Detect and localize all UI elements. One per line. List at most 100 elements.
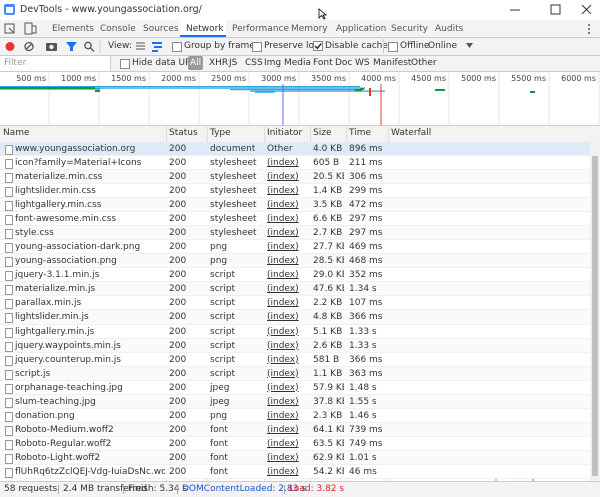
row-background[interactable]	[0, 436, 590, 451]
file-icon	[5, 145, 13, 155]
cell[interactable]: (index)	[267, 452, 299, 463]
row-background[interactable]	[0, 324, 590, 339]
preserve-log-checkbox[interactable]	[252, 42, 262, 52]
type-filter[interactable]: CSS	[245, 58, 263, 68]
type-filter[interactable]: All	[188, 56, 204, 70]
cell[interactable]: (index)	[267, 368, 299, 379]
row-background[interactable]	[0, 184, 590, 199]
column-header[interactable]: Time	[349, 128, 372, 138]
type-filter[interactable]: Manifest	[373, 58, 412, 68]
cell[interactable]: (index)	[267, 438, 299, 449]
row-background[interactable]	[0, 296, 590, 311]
tab[interactable]: Application	[336, 24, 387, 34]
cell[interactable]: (index)	[267, 172, 299, 183]
cell[interactable]: (index)	[267, 228, 299, 239]
column-header[interactable]: Type	[210, 128, 231, 138]
cell[interactable]: (index)	[267, 284, 299, 295]
cell[interactable]: (index)	[267, 186, 299, 197]
throttling-arrow[interactable]	[466, 43, 474, 49]
row-background[interactable]	[0, 282, 590, 297]
tab[interactable]: Performance	[232, 24, 290, 34]
column-header[interactable]: Name	[3, 128, 30, 138]
column-header[interactable]: Waterfall	[391, 128, 432, 138]
row-background[interactable]	[0, 352, 590, 367]
tab[interactable]: Memory	[291, 24, 328, 34]
cell[interactable]: (index)	[267, 158, 299, 169]
type-filter[interactable]: Img	[264, 58, 282, 68]
cell[interactable]: (index)	[267, 242, 299, 253]
tab[interactable]: Sources	[143, 24, 179, 34]
cell[interactable]: (index)	[267, 326, 299, 337]
view-toggles[interactable]	[133, 38, 168, 55]
row-background[interactable]	[0, 450, 590, 465]
row-background[interactable]	[0, 254, 590, 269]
cell[interactable]: (index)	[267, 270, 299, 281]
row-background[interactable]	[0, 268, 590, 283]
disable-cache-checkbox[interactable]	[313, 41, 324, 52]
row-background[interactable]	[0, 394, 590, 409]
type-filter[interactable]: XHR	[209, 58, 229, 68]
tab[interactable]: Elements	[52, 24, 94, 34]
filter-input[interactable]	[0, 56, 111, 71]
cell[interactable]: Other	[267, 144, 293, 154]
cell: 200	[169, 256, 187, 267]
tab[interactable]: Network	[186, 24, 224, 34]
cell: stylesheet	[210, 214, 257, 225]
cell: png	[210, 242, 228, 253]
row-background[interactable]	[0, 198, 590, 213]
cell[interactable]: (index)	[267, 298, 299, 309]
throttling-select[interactable]: Online	[428, 41, 458, 51]
cell[interactable]: (index)	[267, 340, 299, 351]
more-menu[interactable]	[586, 23, 592, 35]
tab[interactable]: Console	[100, 24, 136, 34]
type-filter[interactable]: JS	[229, 58, 238, 68]
column-header[interactable]: Status	[169, 128, 198, 138]
toolbar	[0, 38, 600, 56]
scrollbar-thumb[interactable]	[592, 156, 598, 476]
cell[interactable]: (index)	[267, 410, 299, 421]
type-filter[interactable]: Media	[284, 58, 312, 68]
row-background[interactable]	[0, 310, 590, 325]
cell[interactable]: (index)	[267, 312, 299, 323]
offline-checkbox[interactable]	[388, 42, 398, 52]
row-background[interactable]	[0, 408, 590, 423]
tab-bar-icons[interactable]	[3, 22, 43, 36]
cell[interactable]: (index)	[267, 396, 299, 407]
cell: 1.48 s	[349, 382, 377, 393]
row-background[interactable]	[0, 338, 590, 353]
column-header[interactable]: Size	[313, 128, 332, 138]
cell: 62.9 KB	[313, 452, 344, 463]
row-background[interactable]	[0, 226, 590, 241]
type-filter[interactable]: Font	[313, 58, 333, 68]
cell[interactable]: (index)	[267, 256, 299, 267]
cell: 200	[169, 186, 187, 197]
cell: 469 ms	[349, 242, 383, 253]
type-filter[interactable]: Other	[411, 58, 437, 68]
row-background[interactable]	[0, 464, 590, 479]
cell[interactable]: (index)	[267, 354, 299, 365]
row-background[interactable]	[0, 156, 590, 171]
type-filter[interactable]: WS	[355, 58, 370, 68]
row-background[interactable]	[0, 422, 590, 437]
row-background[interactable]	[0, 212, 590, 227]
row-background[interactable]	[0, 366, 590, 381]
row-background[interactable]	[0, 142, 590, 157]
file-icon	[5, 159, 13, 170]
tab[interactable]: Security	[391, 24, 428, 34]
group-by-frame-checkbox[interactable]	[172, 42, 182, 52]
cell: 297 ms	[349, 214, 383, 225]
cell[interactable]: (index)	[267, 424, 299, 435]
cell[interactable]: (index)	[267, 200, 299, 211]
tab[interactable]: Audits	[435, 24, 464, 34]
type-filter[interactable]: Doc	[335, 58, 353, 68]
cell[interactable]: (index)	[267, 214, 299, 225]
row-background[interactable]	[0, 170, 590, 185]
cell[interactable]: (index)	[267, 466, 299, 477]
toolbar-icons[interactable]	[0, 38, 135, 55]
hide-data-urls-checkbox[interactable]	[120, 59, 130, 69]
cell[interactable]: (index)	[267, 382, 299, 393]
row-background[interactable]	[0, 380, 590, 395]
window-controls[interactable]	[500, 0, 600, 20]
column-header[interactable]: Initiator	[267, 128, 303, 138]
row-background[interactable]	[0, 240, 590, 255]
